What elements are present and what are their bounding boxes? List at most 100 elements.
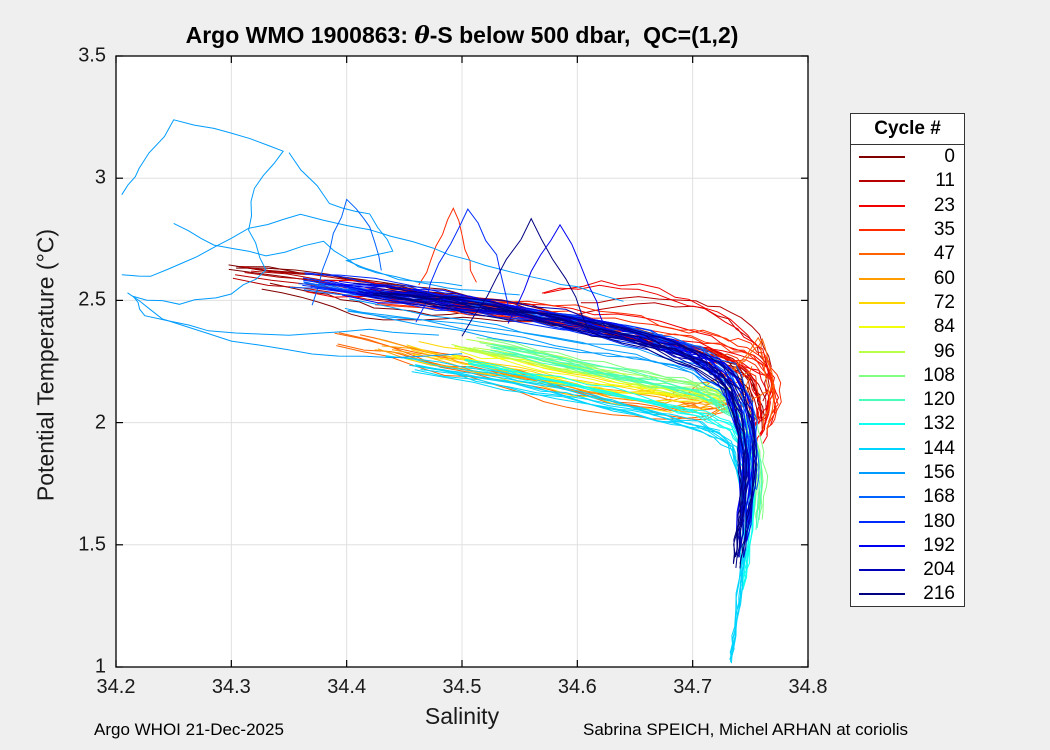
theta-symbol: θ [414,22,430,49]
profile-path [173,222,520,296]
legend-line-sample [859,326,905,329]
legend-label: 108 [923,364,955,386]
profile-path [288,152,463,287]
legend-line-sample [859,520,905,523]
legend-label: 47 [933,243,955,265]
footer-credit-right: Sabrina SPEICH, Michel ARHAN at coriolis [583,720,909,739]
legend-line-sample [859,301,905,304]
legend-line-sample [859,180,905,183]
legend-line-sample [859,496,905,499]
legend-row: 192 [851,534,964,558]
cycle-lines-216 [372,287,757,569]
legend-label: 72 [933,291,955,313]
legend-line-sample [859,253,905,256]
profile-path [543,280,775,437]
legend-line-sample [859,472,905,474]
profile-path [341,294,755,539]
legend-title: Cycle # [851,114,964,145]
profile-path [415,208,509,323]
legend-label: 180 [923,510,955,532]
footer-credit-left: Argo WHOI 21-Dec-2025 [94,720,284,739]
legend-row: 47 [851,242,964,266]
profile-path [665,336,771,430]
profile-path [580,296,772,397]
x-tick-label: 34.6 [557,676,597,698]
profile-path [414,369,746,663]
profile-lines [121,119,782,664]
profile-path [670,337,775,432]
legend: Cycle # 0 11 23 35 47 60 72 84 96 108 120 132 144 156… [850,113,965,607]
profile-path [121,213,624,302]
legend-label: 35 [933,219,955,241]
profile-path [460,351,733,399]
legend-label: 23 [933,194,955,216]
profile-path [418,207,477,286]
x-axis-label: Salinity [424,703,500,729]
legend-line-sample [859,423,905,426]
y-axis-label: Potential Temperature (°C) [32,228,59,502]
legend-items: 0 11 23 35 47 60 72 84 96 108 120 132 144 156 168 180 19… [851,145,964,607]
legend-label: 120 [923,389,955,411]
legend-row: 35 [851,218,964,242]
legend-row: 60 [851,266,964,290]
cycle-lines-156 [173,222,520,296]
cycle-lines-168 [311,198,382,306]
legend-label: 0 [944,146,955,168]
profile-path [127,292,463,359]
legend-row: 132 [851,412,964,436]
x-tick-label: 34.4 [327,676,367,698]
legend-line-sample [859,350,905,353]
legend-label: 96 [933,340,955,362]
cycle-lines-192 [507,223,607,331]
legend-label: 84 [933,316,955,338]
legend-row: 108 [851,364,964,388]
profile-path [377,303,779,423]
profile-path [372,293,742,563]
profile-path [385,355,720,433]
chart-title: Argo WMO 1900863: θ-S below 500 dbar, QC… [116,22,808,49]
legend-label: 144 [923,437,955,459]
profile-path [507,223,607,331]
cycle-lines-156 [121,119,439,336]
cycle-lines-216 [461,217,590,337]
y-tick-label: 3 [94,166,106,189]
legend-line-sample [859,544,905,547]
legend-line-sample [859,447,905,450]
legend-row: 120 [851,388,964,412]
cycle-lines-156 [121,213,624,302]
x-tick-label: 34.3 [211,676,251,698]
profile-path [415,364,747,660]
profile-path [380,288,782,426]
cycle-lines-35 [418,207,477,286]
profile-path [420,369,749,664]
chart-title-suffix: -S below 500 dbar, QC=(1,2) [429,22,739,48]
legend-row: 216 [851,582,964,606]
tick-marks [115,55,809,668]
legend-row: 144 [851,437,964,461]
legend-line-sample [859,204,905,207]
cycle-lines-156 [127,292,463,359]
y-tick-label: 1.5 [78,533,106,556]
legend-label: 132 [923,413,955,435]
legend-row: 156 [851,461,964,485]
legend-line-sample [859,569,905,572]
y-tick-label: 2.5 [78,288,106,311]
legend-label: 11 [935,170,955,192]
legend-row: 96 [851,339,964,363]
profile-path [373,294,742,564]
cycle-lines-47 [665,336,775,432]
x-tick-label: 34.2 [96,676,136,698]
legend-row: 168 [851,485,964,509]
profile-path [476,337,757,516]
legend-line-sample [859,229,905,232]
cycle-lines-156 [288,152,463,287]
profile-path [411,371,745,654]
profile-path [358,293,750,555]
legend-label: 204 [923,559,955,581]
profile-path [467,362,755,590]
profile-path [379,292,747,568]
legend-row: 180 [851,509,964,533]
legend-row: 11 [851,169,964,193]
